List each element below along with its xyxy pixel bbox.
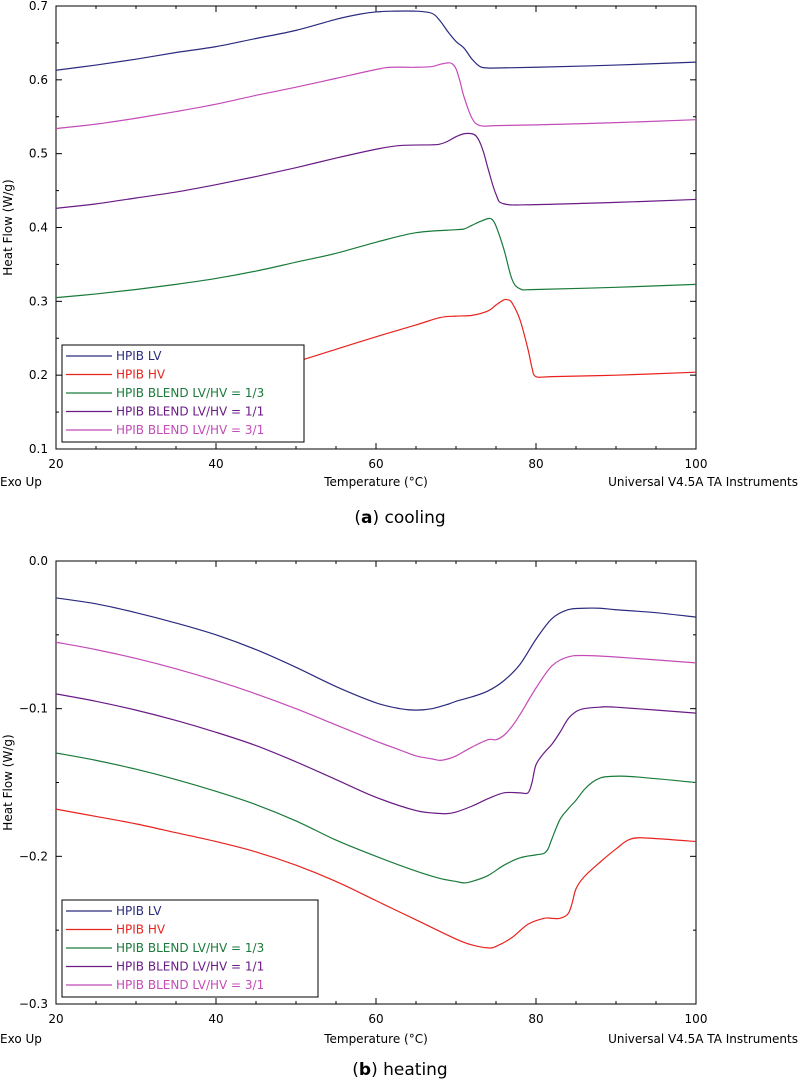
x-tick-label: 60 xyxy=(368,457,383,471)
y-tick-label: −0.1 xyxy=(19,702,48,716)
series-line-1 xyxy=(56,597,696,711)
x-axis-title: Temperature (°C) xyxy=(323,1032,428,1046)
y-axis-title: Heat Flow (W/g) xyxy=(1,734,15,830)
exo-up-note: Exo Up xyxy=(0,1032,42,1046)
series-line-3 xyxy=(56,217,696,299)
legend-label: HPIB BLEND LV/HV = 1/1 xyxy=(116,405,264,419)
series-line-4 xyxy=(56,693,696,815)
y-tick-label: 0.2 xyxy=(29,368,48,382)
series-line-2 xyxy=(279,298,696,378)
caption-paren-open: ( xyxy=(354,508,361,528)
x-tick-label: 100 xyxy=(685,1012,708,1026)
panel-caption: (a) cooling xyxy=(354,508,445,528)
y-tick-label: −0.2 xyxy=(19,849,48,863)
y-tick-label: 0.7 xyxy=(29,0,48,13)
series-line-5 xyxy=(56,641,696,761)
panel-b-heating-chart: 20 40 60 80 100 −0.3 −0.2 −0.1 0.0 Heat Flow (W/g… xyxy=(0,554,798,1080)
caption-paren-open: ( xyxy=(352,1060,359,1080)
x-tick-label: 100 xyxy=(685,457,708,471)
legend-label: HPIB BLEND LV/HV = 3/1 xyxy=(116,978,264,992)
x-tick-label: 80 xyxy=(528,457,543,471)
exo-up-note: Exo Up xyxy=(0,475,42,489)
legend-label: HPIB HV xyxy=(116,923,166,937)
caption-paren-close: ) xyxy=(371,1060,378,1080)
y-tick-label: 0.4 xyxy=(29,221,48,235)
legend-label: HPIB LV xyxy=(116,349,162,363)
legend-label: HPIB BLEND LV/HV = 3/1 xyxy=(116,423,264,437)
instrument-note: Universal V4.5A TA Instruments xyxy=(608,1032,798,1046)
x-tick-label: 60 xyxy=(368,1012,383,1026)
series-line-3 xyxy=(56,752,696,884)
series-line-1 xyxy=(56,10,696,71)
x-tick-label: 20 xyxy=(48,457,63,471)
legend-label: HPIB BLEND LV/HV = 1/3 xyxy=(116,941,264,955)
legend-label: HPIB HV xyxy=(116,368,166,382)
legend-label: HPIB BLEND LV/HV = 1/3 xyxy=(116,386,264,400)
x-axis-title: Temperature (°C) xyxy=(323,475,428,489)
series-line-4 xyxy=(56,132,696,209)
legend-label: HPIB BLEND LV/HV = 1/1 xyxy=(116,960,264,974)
y-tick-label: 0.1 xyxy=(29,442,48,456)
y-tick-label: 0.3 xyxy=(29,294,48,308)
caption-text: cooling xyxy=(379,508,446,528)
y-axis-title: Heat Flow (W/g) xyxy=(1,179,15,275)
caption-label: b xyxy=(359,1060,371,1080)
panel-caption: (b) heating xyxy=(352,1060,447,1080)
x-tick-label: 20 xyxy=(48,1012,63,1026)
panel-a-cooling-chart: 20 40 60 80 100 0.1 0.2 0.3 0.4 0.5 0.6 0.7 Heat Flo… xyxy=(0,0,798,528)
legend-label: HPIB LV xyxy=(116,904,162,918)
instrument-note: Universal V4.5A TA Instruments xyxy=(608,475,798,489)
y-tick-label: 0.5 xyxy=(29,147,48,161)
x-tick-label: 40 xyxy=(208,1012,223,1026)
x-tick-label: 40 xyxy=(208,457,223,471)
y-tick-label: 0.6 xyxy=(29,73,48,87)
caption-paren-close: ) xyxy=(372,508,379,528)
caption-label: a xyxy=(361,508,372,528)
series-line-2 xyxy=(56,808,696,949)
y-tick-label: 0.0 xyxy=(29,554,48,568)
caption-text: heating xyxy=(378,1060,448,1080)
series-line-5 xyxy=(56,62,696,130)
y-tick-label: −0.3 xyxy=(19,997,48,1011)
x-tick-label: 80 xyxy=(528,1012,543,1026)
